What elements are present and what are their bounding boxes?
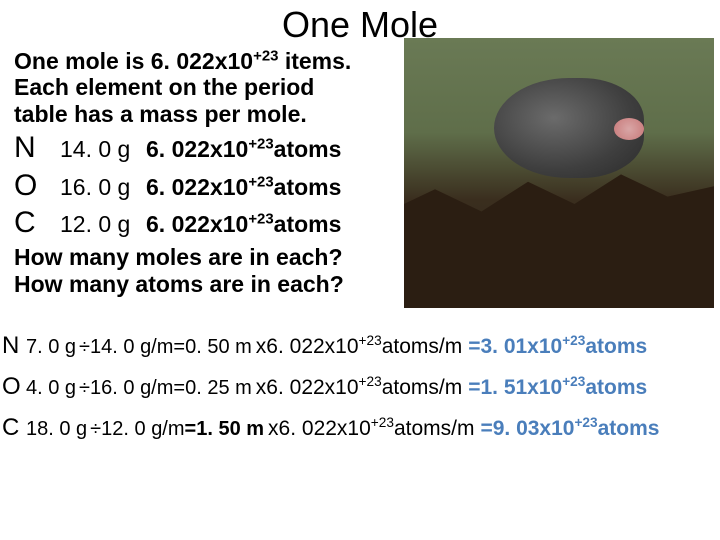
- mole-photo: [404, 38, 714, 308]
- calc-row: N 7. 0 g ÷14. 0 g/m =0. 50 m x6. 022x10+…: [2, 326, 720, 367]
- calc-multiply: x6. 022x10+23atoms/m: [256, 329, 462, 365]
- intro-line3: table has a mass per mole.: [14, 101, 307, 127]
- calc-result: =9. 03x10+23atoms: [480, 411, 659, 447]
- element-mass: 12. 0 g: [60, 210, 146, 239]
- calc-symbol: N: [2, 326, 24, 367]
- calc-multiply: x6. 022x10+23atoms/m: [268, 411, 474, 447]
- calc-result: =3. 01x10+23atoms: [468, 329, 647, 365]
- calc-row: C 18. 0 g ÷12. 0 g/m =1. 50 m x6. 022x10…: [2, 408, 720, 449]
- intro-line1b: items.: [278, 48, 351, 74]
- element-atoms: 6. 022x10+23atoms: [146, 173, 341, 202]
- calc-result: =1. 51x10+23atoms: [468, 370, 647, 406]
- intro-line2: Each element on the period: [14, 74, 314, 100]
- calc-moles: =1. 50 m: [185, 412, 265, 446]
- intro-sup1: +23: [253, 47, 278, 64]
- dirt-mound: [404, 160, 714, 309]
- element-mass: 14. 0 g: [60, 135, 146, 164]
- element-atoms: 6. 022x10+23atoms: [146, 210, 341, 239]
- calculations: N 7. 0 g ÷14. 0 g/m =0. 50 m x6. 022x10+…: [2, 326, 720, 448]
- calc-multiply: x6. 022x10+23atoms/m: [256, 370, 462, 406]
- calc-symbol: O: [2, 367, 24, 408]
- calc-mass: 7. 0 g: [26, 330, 76, 364]
- calc-mass: 18. 0 g: [26, 412, 87, 446]
- element-symbol: O: [14, 167, 60, 205]
- element-symbol: N: [14, 129, 60, 167]
- element-mass: 16. 0 g: [60, 173, 146, 202]
- calc-divide: ÷16. 0 g/m: [79, 371, 173, 405]
- calc-row: O 4. 0 g ÷16. 0 g/m =0. 25 m x6. 022x10+…: [2, 367, 720, 408]
- calc-divide: ÷12. 0 g/m: [90, 412, 184, 446]
- mole-nose: [614, 118, 644, 140]
- calc-mass: 4. 0 g: [26, 371, 76, 405]
- element-atoms: 6. 022x10+23atoms: [146, 135, 341, 164]
- calc-moles: =0. 25 m: [173, 371, 251, 405]
- element-symbol: C: [14, 204, 60, 242]
- calc-symbol: C: [2, 408, 24, 449]
- calc-moles: =0. 50 m: [173, 330, 251, 364]
- calc-divide: ÷14. 0 g/m: [79, 330, 173, 364]
- intro-line1a: One mole is 6. 022x10: [14, 48, 253, 74]
